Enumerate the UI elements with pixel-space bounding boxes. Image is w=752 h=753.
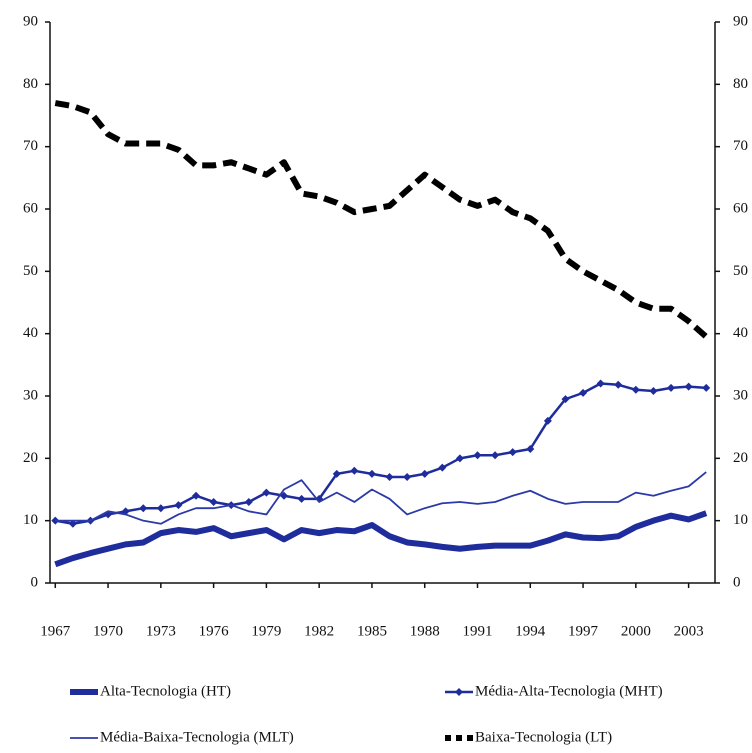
- y-tick-label: 50: [23, 263, 38, 279]
- y2-tick-label: 70: [733, 138, 748, 154]
- point-marker: [139, 504, 148, 513]
- point-marker: [667, 383, 676, 392]
- point-marker: [385, 473, 394, 482]
- point-marker: [297, 494, 306, 503]
- legend-label: Média-Baixa-Tecnologia (MLT): [100, 729, 294, 745]
- series-line: [54, 100, 709, 340]
- legend-marker: [455, 688, 463, 696]
- point-marker: [473, 451, 482, 460]
- point-marker: [367, 469, 376, 478]
- y-tick-label: 60: [23, 200, 38, 216]
- x-tick-label: 1976: [199, 623, 230, 639]
- x-tick-label: 1985: [357, 623, 387, 639]
- point-marker: [649, 387, 658, 396]
- point-marker: [491, 451, 500, 460]
- point-marker: [631, 385, 640, 394]
- y-tick-label: 10: [23, 512, 38, 528]
- x-tick-label: 1979: [251, 623, 281, 639]
- point-marker: [526, 444, 535, 453]
- point-marker: [332, 469, 341, 478]
- point-marker: [702, 383, 711, 392]
- x-tick-label: 2000: [621, 623, 651, 639]
- point-marker: [455, 454, 464, 463]
- y-tick-label: 20: [23, 450, 38, 466]
- y2-tick-label: 50: [733, 263, 748, 279]
- point-marker: [508, 448, 517, 457]
- point-marker: [403, 473, 412, 482]
- y-tick-label: 90: [23, 13, 38, 29]
- point-marker: [543, 416, 552, 425]
- y-tick-label: 80: [23, 76, 38, 92]
- x-tick-label: 1982: [304, 623, 334, 639]
- y2-tick-label: 0: [733, 574, 741, 590]
- x-tick-label: 2003: [674, 623, 704, 639]
- y2-tick-label: 10: [733, 512, 748, 528]
- x-tick-label: 1997: [568, 623, 599, 639]
- y-tick-label: 30: [23, 387, 38, 403]
- x-tick-label: 1967: [40, 623, 71, 639]
- legend-label: Alta-Tecnologia (HT): [100, 683, 231, 699]
- y-tick-label: 0: [31, 574, 39, 590]
- legend-label: Baixa-Tecnologia (LT): [475, 729, 612, 745]
- x-tick-label: 1991: [463, 623, 493, 639]
- x-tick-label: 1970: [93, 623, 123, 639]
- point-marker: [438, 463, 447, 472]
- x-tick-label: 1973: [146, 623, 176, 639]
- y-tick-label: 40: [23, 325, 38, 341]
- legend-label: Média-Alta-Tecnologia (MHT): [475, 683, 663, 699]
- y2-tick-label: 20: [733, 450, 748, 466]
- point-marker: [156, 504, 165, 513]
- x-tick-label: 1988: [410, 623, 440, 639]
- series-line: [55, 471, 707, 525]
- y2-tick-label: 80: [733, 76, 748, 92]
- point-marker: [68, 519, 77, 528]
- point-marker: [262, 488, 271, 497]
- point-marker: [561, 395, 570, 404]
- point-marker: [350, 466, 359, 475]
- point-marker: [192, 491, 201, 500]
- point-marker: [579, 388, 588, 397]
- x-tick-label: 1994: [515, 623, 546, 639]
- y2-tick-label: 30: [733, 387, 748, 403]
- point-marker: [174, 501, 183, 510]
- point-marker: [420, 469, 429, 478]
- point-marker: [244, 497, 253, 506]
- y2-tick-label: 40: [733, 325, 748, 341]
- point-marker: [684, 382, 693, 391]
- y2-tick-label: 60: [733, 200, 748, 216]
- series-line: [54, 510, 708, 568]
- point-marker: [596, 379, 605, 388]
- point-marker: [614, 380, 623, 389]
- point-marker: [209, 497, 218, 506]
- y-tick-label: 70: [23, 138, 38, 154]
- y2-tick-label: 90: [733, 13, 748, 29]
